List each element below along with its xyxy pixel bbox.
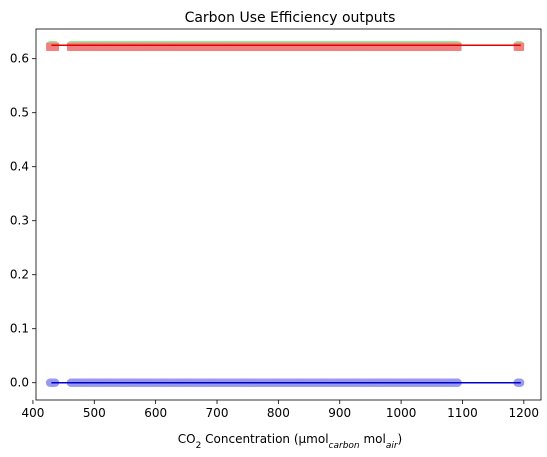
data-point	[453, 42, 462, 51]
y-tick-label: 0.4	[10, 160, 29, 174]
y-tick-label: 0.1	[10, 322, 29, 336]
chart-marks	[45, 41, 525, 387]
y-tick-label: 0.2	[10, 268, 29, 282]
y-tick-label: 0.6	[10, 52, 29, 66]
y-tick-label: 0.0	[10, 376, 29, 390]
x-tick-label: 1000	[386, 406, 417, 420]
data-point	[51, 42, 60, 51]
x-tick-label: 500	[83, 406, 106, 420]
series-1	[46, 42, 525, 51]
x-axis: 400 500 600 700 800 900 1000 1100 1200	[21, 400, 539, 420]
x-tick-label: 400	[21, 406, 44, 420]
y-tick-label: 0.3	[10, 214, 29, 228]
x-tick-label: 700	[206, 406, 229, 420]
plot-frame	[35, 28, 542, 401]
x-tick-label: 1100	[447, 406, 478, 420]
x-tick-label: 1200	[509, 406, 540, 420]
y-tick-label: 0.5	[10, 106, 29, 120]
chart-title: Carbon Use Efficiency outputs	[185, 10, 396, 26]
x-tick-label: 800	[267, 406, 290, 420]
data-point	[516, 42, 525, 51]
y-axis: 0.0 0.1 0.2 0.3 0.4 0.5 0.6	[10, 52, 36, 390]
x-tick-label: 900	[328, 406, 351, 420]
x-axis-label: CO2 Concentration (µmolcarbon molair)	[178, 432, 402, 451]
x-tick-label: 600	[144, 406, 167, 420]
